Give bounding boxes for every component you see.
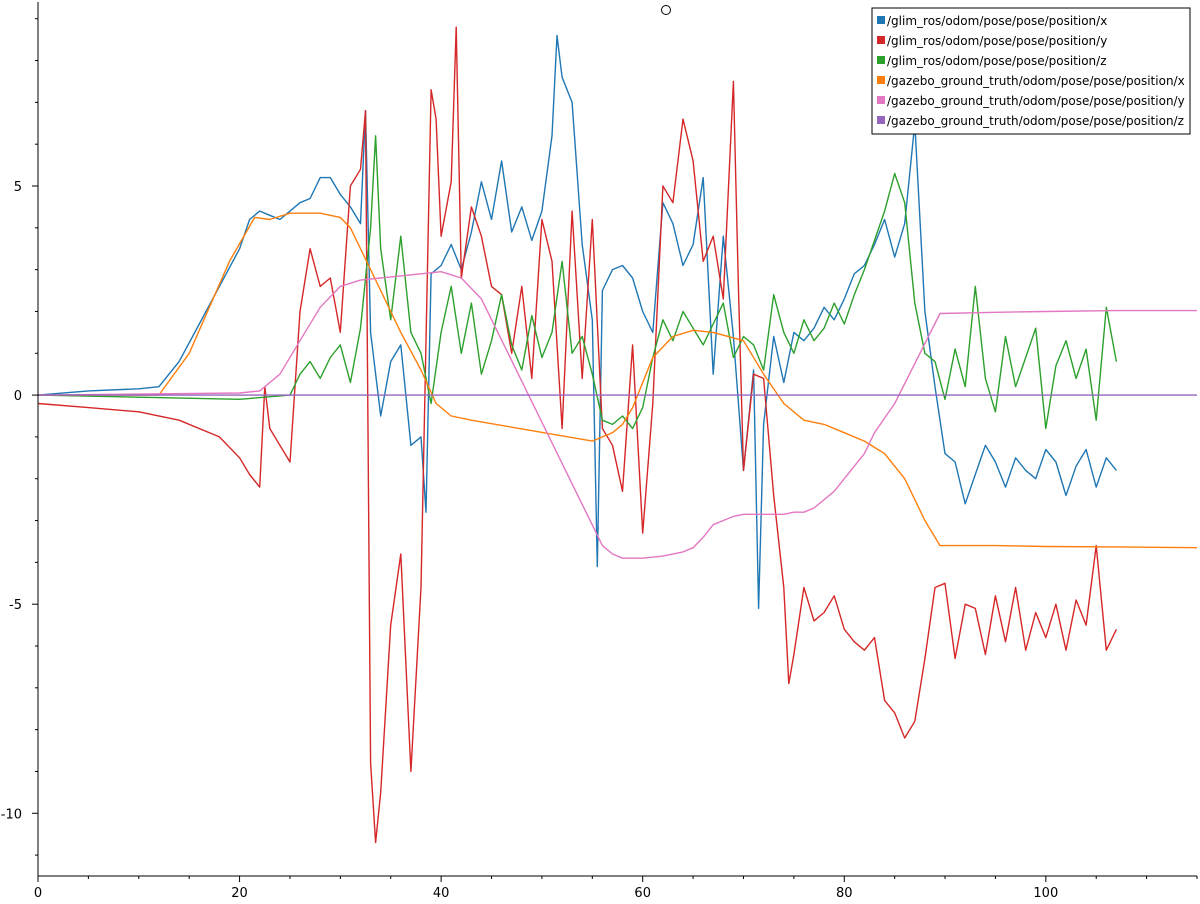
series-line-3 bbox=[38, 212, 1198, 549]
x-tick-label: 100 bbox=[1033, 886, 1058, 900]
legend-label: /glim_ros/odom/pose/pose/position/x bbox=[887, 14, 1107, 28]
series-line-0 bbox=[37, 34, 1117, 610]
y-tick-label: -5 bbox=[9, 598, 22, 613]
x-tick-label: 20 bbox=[231, 886, 248, 900]
y-tick-label: 5 bbox=[14, 180, 22, 195]
x-tick-label: 80 bbox=[836, 886, 853, 900]
legend-swatch bbox=[877, 36, 885, 44]
legend-swatch bbox=[877, 56, 885, 64]
legend-box bbox=[871, 7, 1191, 135]
y-tick-label: -10 bbox=[1, 807, 22, 822]
series-line-1 bbox=[37, 26, 1118, 844]
cursor-ring-icon bbox=[661, 5, 671, 15]
legend-label: /glim_ros/odom/pose/pose/position/y bbox=[887, 34, 1107, 48]
legend-label: /gazebo_ground_truth/odom/pose/pose/posi… bbox=[887, 74, 1185, 88]
legend-label: /glim_ros/odom/pose/pose/position/z bbox=[887, 54, 1107, 68]
legend-swatch bbox=[877, 96, 885, 104]
x-tick-label: 60 bbox=[634, 886, 651, 900]
legend-swatch bbox=[877, 116, 885, 124]
legend-swatch bbox=[877, 16, 885, 24]
legend-label: /gazebo_ground_truth/odom/pose/pose/posi… bbox=[887, 114, 1184, 128]
x-tick-label: 0 bbox=[34, 886, 42, 900]
legend-swatch bbox=[877, 76, 885, 84]
legend: /glim_ros/odom/pose/pose/position/x/glim… bbox=[871, 7, 1191, 135]
series-line-2 bbox=[37, 135, 1118, 430]
x-tick-label: 40 bbox=[433, 886, 450, 900]
y-tick-label: 0 bbox=[14, 389, 22, 404]
series-line-4 bbox=[37, 271, 1197, 559]
series-layer bbox=[37, 26, 1198, 844]
legend-label: /gazebo_ground_truth/odom/pose/pose/posi… bbox=[887, 94, 1185, 108]
